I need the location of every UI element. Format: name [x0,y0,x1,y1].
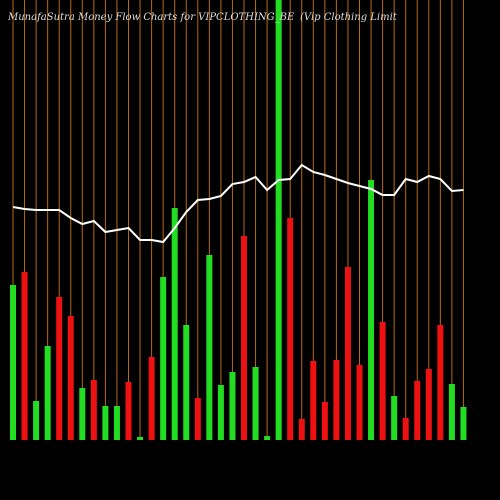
bar [379,322,386,440]
bar [391,396,398,440]
bar [90,380,97,440]
bar [287,218,294,440]
bar [102,406,109,440]
bar [425,369,432,440]
bar [229,372,236,440]
bar [44,346,51,440]
bar [344,267,351,440]
bar [113,406,120,440]
bar [160,277,167,440]
bar [79,388,86,440]
bar [252,367,259,440]
chart-subtitle: (Vip Clothing Limit [300,12,398,23]
bar [21,272,28,440]
bar [368,180,375,440]
bar [10,285,16,440]
bar [310,361,317,440]
bar [333,360,340,440]
bar [437,325,444,440]
bar [321,402,328,440]
bar [298,419,305,440]
bar [171,208,178,440]
bar [125,382,132,440]
bar [414,381,421,440]
bar [194,398,201,440]
price-line [12,163,464,244]
bar [241,236,247,440]
bar [148,357,155,440]
bar [448,384,455,440]
bar [206,255,213,440]
bar [356,365,363,440]
bar [56,297,63,440]
bar [183,325,190,440]
bar [137,437,144,440]
bar [33,401,40,440]
bar [264,436,271,440]
bar [275,0,282,440]
bar [217,385,224,440]
chart-title: MunafaSutra Money Flow Charts for VIPCLO… [7,12,295,23]
bar [67,316,74,440]
bar [460,407,467,440]
bar [402,418,409,440]
